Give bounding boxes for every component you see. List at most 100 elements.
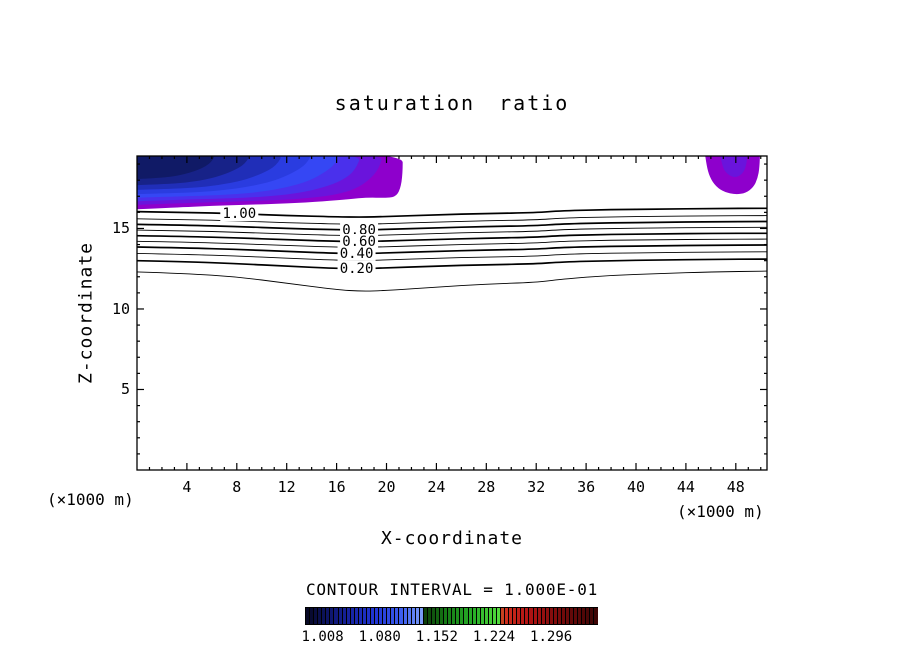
colorbar-cell	[411, 608, 416, 624]
x-tick-label: 40	[626, 478, 646, 496]
colorbar-cell	[472, 608, 477, 624]
colorbar-cell	[578, 608, 583, 624]
chart-title: saturation ratio	[334, 91, 570, 115]
contour-label-1: 1.00	[222, 206, 256, 222]
contour-label-bg-1	[220, 206, 259, 222]
contour-line-0.7	[137, 226, 767, 237]
colorbar-cell	[330, 608, 335, 624]
colorbar-label: 1.008	[301, 629, 344, 645]
contour-line-0.9	[137, 215, 767, 225]
x-tick-label: 8	[232, 478, 242, 496]
colorbar-cell	[456, 608, 461, 624]
contour-label-bg-0.4	[337, 245, 376, 261]
y-tick-label: 10	[111, 299, 130, 318]
colorbar-cell	[415, 608, 420, 624]
colorbar-cell	[553, 608, 558, 624]
x-tick-label: 24	[427, 478, 446, 496]
y-tick-label: 15	[111, 219, 130, 238]
colorbar-cell	[314, 608, 319, 624]
colorbar-cell	[525, 608, 530, 624]
colorbar-cell	[391, 608, 396, 624]
colorbar-cell	[440, 608, 445, 624]
colorbar-cell	[427, 608, 432, 624]
colorbar-cell	[354, 608, 359, 624]
colorbar-cell	[460, 608, 465, 624]
colorbar-cell	[387, 608, 392, 624]
colorbar-label: 1.296	[530, 629, 573, 645]
colorbar-cell	[448, 608, 453, 624]
x-tick-label: 44	[676, 478, 695, 496]
contour-label-0.4: 0.40	[340, 246, 374, 262]
colorbar-cell	[431, 608, 436, 624]
colorbar-cell	[517, 608, 522, 624]
colorbar-cell	[566, 608, 571, 624]
contour-line-0.1	[137, 270, 767, 292]
contour-line-0.2	[137, 258, 767, 270]
colorbar-cell	[350, 608, 355, 624]
colorbar-cell	[399, 608, 404, 624]
x-tick-label: 20	[377, 478, 396, 496]
colorbar-cell	[468, 608, 473, 624]
x-tick-label: 36	[577, 478, 596, 496]
colorbar-cell	[383, 608, 388, 624]
x-tick-label: 32	[527, 478, 546, 496]
x-tick-label: 48	[726, 478, 745, 496]
colorbar-cell	[529, 608, 534, 624]
x-tick-label: 12	[277, 478, 296, 496]
x-tick-label: 16	[327, 478, 346, 496]
colorbar-cell	[436, 608, 441, 624]
colorbar-cell	[509, 608, 514, 624]
colorbar-cell	[570, 608, 575, 624]
x-axis-title: X-coordinate	[380, 528, 524, 549]
colorbar-cell	[476, 608, 481, 624]
colorbar-cell	[496, 608, 501, 624]
contour-line-0.6	[137, 232, 767, 243]
colorbar-cell	[561, 608, 566, 624]
plot-interior: 1.000.800.600.400.20	[137, 156, 767, 292]
colorbar-cell	[338, 608, 343, 624]
colorbar-cell	[375, 608, 380, 624]
colorbar-cell	[505, 608, 510, 624]
colorbar-cell	[549, 608, 554, 624]
colorbar-cell	[521, 608, 526, 624]
plot-frame	[136, 155, 768, 471]
colorbar-cell	[533, 608, 538, 624]
colorbar-cell	[452, 608, 457, 624]
contour-interval-note: CONTOUR INTERVAL = 1.000E-01	[305, 580, 599, 599]
colorbar-cell	[358, 608, 363, 624]
colorbar-cell	[541, 608, 546, 624]
x-tick-label: 4	[182, 478, 192, 496]
x-unit-label-right: (×1000 m)	[677, 502, 764, 521]
colorbar-cell	[334, 608, 339, 624]
colorbar-cell	[371, 608, 376, 624]
colorbar-label: 1.080	[358, 629, 401, 645]
colorbar-cell	[318, 608, 323, 624]
colorbar-cell	[423, 608, 428, 624]
colorbar-cell	[444, 608, 449, 624]
colorbar-cell	[484, 608, 489, 624]
colorbar-cell	[326, 608, 331, 624]
colorbar-cell	[492, 608, 497, 624]
colorbar-cell	[419, 608, 424, 624]
contour-label-bg-0.6	[340, 234, 379, 250]
x-tick-label: 28	[477, 478, 496, 496]
colorbar-cell	[407, 608, 412, 624]
contour-line-0.4	[137, 244, 767, 255]
contour-line-0.3	[137, 251, 767, 261]
colorbar-cell	[513, 608, 518, 624]
colorbar-cell	[464, 608, 469, 624]
colorbar-cell	[346, 608, 351, 624]
contour-label-0.2: 0.20	[340, 261, 374, 277]
colorbar-cell	[342, 608, 347, 624]
contour-line-1	[137, 207, 767, 218]
blob-core	[137, 156, 215, 180]
colorbar-cell	[395, 608, 400, 624]
colorbar-cell	[403, 608, 408, 624]
colorbar-cell	[537, 608, 542, 624]
colorbar-cell	[306, 608, 311, 624]
colorbar-cell	[574, 608, 579, 624]
colorbar-label: 1.152	[415, 629, 458, 645]
colorbar-cell	[310, 608, 315, 624]
